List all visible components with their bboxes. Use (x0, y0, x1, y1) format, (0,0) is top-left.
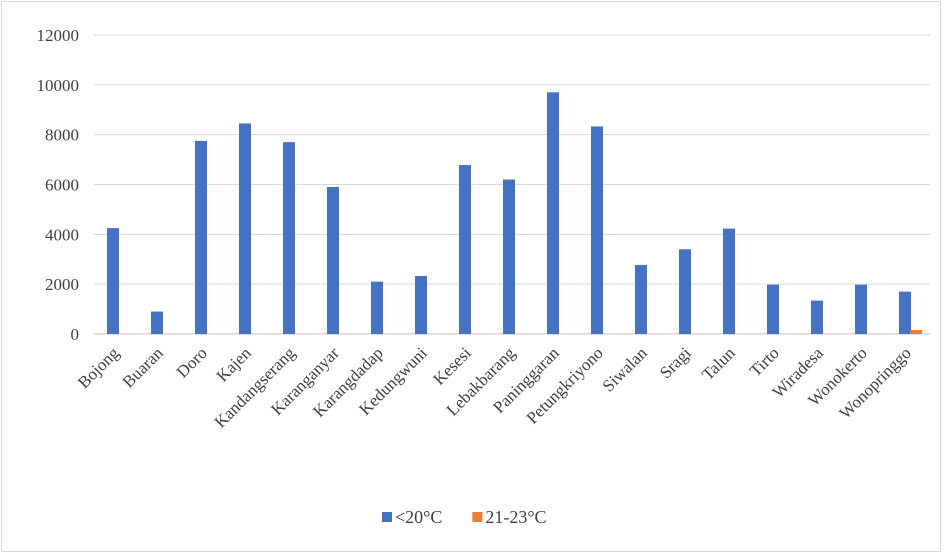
x-tick-label: Buaran (119, 343, 168, 392)
legend-swatch (382, 512, 392, 522)
x-tick-label: Talun (698, 343, 739, 384)
y-tick-label: 2000 (45, 275, 79, 294)
bar-below-20c (327, 186, 339, 334)
bar-below-20c (283, 142, 295, 334)
bar-below-20c (459, 165, 471, 334)
x-tick-label: Doro (173, 343, 211, 381)
bar-below-20c (107, 228, 119, 334)
legend-swatch (472, 512, 483, 522)
bar-below-20c (723, 228, 735, 334)
y-tick-label: 8000 (45, 126, 79, 145)
x-tick-label: Siwalan (599, 343, 652, 396)
x-tick-label: Tirto (746, 343, 783, 380)
bar-below-20c (547, 92, 559, 334)
bar-below-20c (767, 284, 779, 334)
bar-below-20c (415, 275, 427, 334)
y-tick-label: 4000 (45, 225, 79, 244)
x-tick-label: Sragi (656, 343, 695, 382)
y-tick-label: 0 (71, 325, 80, 344)
bar-below-20c (503, 179, 515, 334)
bar-below-20c (635, 264, 647, 334)
bars (107, 92, 922, 335)
bar-below-20c (591, 126, 603, 334)
bar-below-20c (239, 123, 251, 335)
bar-below-20c (151, 311, 163, 334)
bar-21-23c (910, 330, 922, 334)
gridlines (94, 34, 930, 335)
x-tick-label: Bojong (74, 343, 123, 392)
bar-below-20c (855, 284, 867, 334)
bar-below-20c (811, 300, 823, 334)
y-tick-label: 12000 (37, 26, 80, 45)
legend-label: <20°C (395, 507, 442, 527)
legend-label: 21-23°C (485, 507, 546, 527)
x-tick-label: Petungkriyono (523, 343, 607, 427)
y-axis-ticks: 0 2000 4000 6000 8000 10000 12000 (37, 26, 80, 344)
bar-below-20c (899, 291, 911, 334)
bar-below-20c (195, 140, 207, 334)
bar-below-20c (371, 281, 383, 334)
y-tick-label: 6000 (45, 176, 79, 195)
legend: <20°C 21-23°C (382, 507, 547, 527)
bar-below-20c (679, 249, 691, 334)
y-tick-label: 10000 (37, 76, 80, 95)
